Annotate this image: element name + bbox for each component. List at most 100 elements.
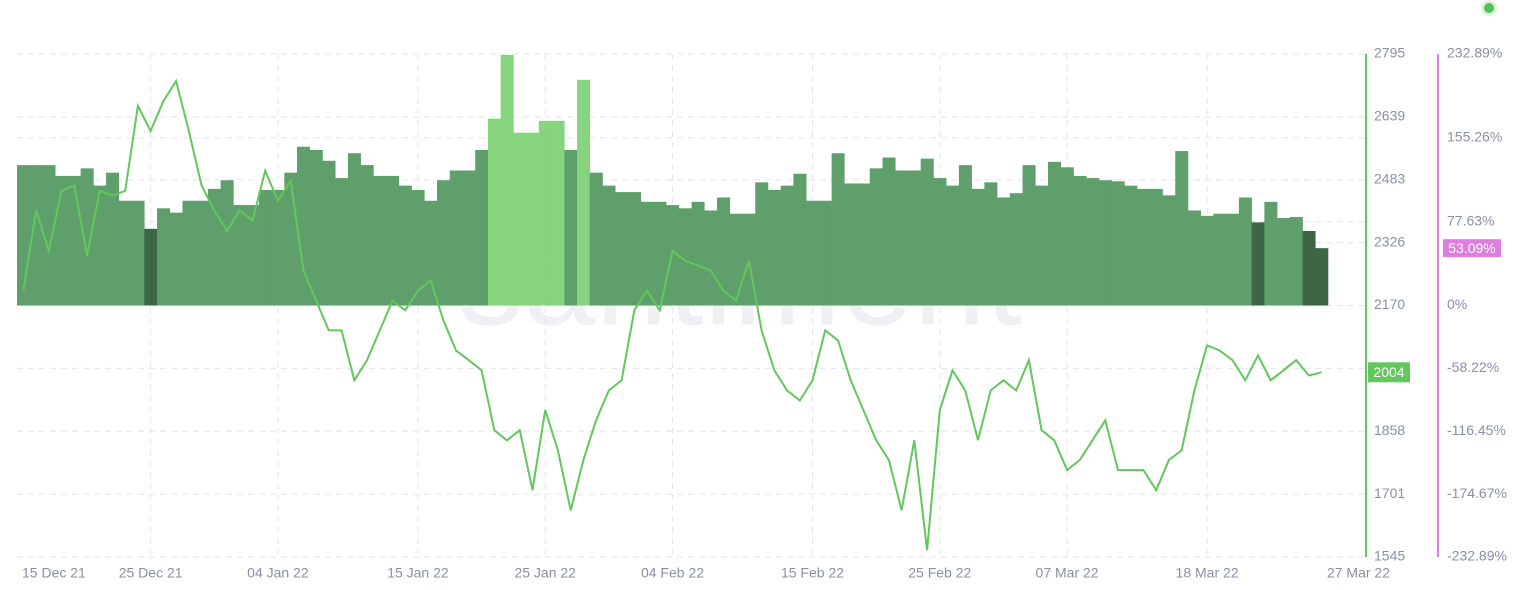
bar xyxy=(1009,193,1023,306)
bar xyxy=(755,182,769,306)
y-tick-label: 2639 xyxy=(1374,108,1405,124)
bar xyxy=(589,172,603,306)
y-tick-label: 1858 xyxy=(1374,422,1405,438)
bar xyxy=(831,153,845,306)
bar xyxy=(882,157,896,306)
bar xyxy=(538,120,552,306)
y-badge-label: 2004 xyxy=(1373,364,1404,380)
bar xyxy=(118,200,132,306)
bar xyxy=(602,185,616,306)
bar xyxy=(182,200,196,306)
x-tick-label: 15 Dec 21 xyxy=(22,565,86,581)
x-tick-label: 25 Dec 21 xyxy=(119,565,183,581)
bar xyxy=(895,170,909,306)
bar xyxy=(818,200,832,306)
bar xyxy=(666,205,680,306)
bar xyxy=(615,192,629,306)
bar xyxy=(627,192,641,306)
y2-badge xyxy=(1443,239,1501,258)
bar xyxy=(717,197,731,306)
bar xyxy=(322,160,336,306)
bar xyxy=(526,132,540,306)
bar xyxy=(1124,185,1138,306)
bar xyxy=(246,205,260,306)
bar xyxy=(1289,216,1303,306)
bar xyxy=(1315,248,1329,306)
bar xyxy=(780,185,794,306)
bar xyxy=(869,168,883,306)
bar xyxy=(958,165,972,306)
bar xyxy=(678,208,692,306)
bar xyxy=(437,180,451,306)
bar xyxy=(297,146,311,306)
bar xyxy=(1111,181,1125,306)
bar xyxy=(157,208,171,306)
x-tick-label: 07 Mar 22 xyxy=(1036,565,1099,581)
y2-tick-label: -116.45% xyxy=(1447,422,1506,438)
bar xyxy=(691,201,705,306)
y-badge xyxy=(1368,362,1410,383)
bar xyxy=(42,165,56,306)
bar xyxy=(806,200,820,306)
bar xyxy=(424,200,438,306)
y-tick-label: 2795 xyxy=(1374,45,1405,61)
bar xyxy=(335,178,349,306)
y-tick-label: 1701 xyxy=(1374,485,1405,501)
bar xyxy=(475,149,489,306)
status-dot xyxy=(1484,3,1494,13)
x-tick-label: 25 Jan 22 xyxy=(514,565,576,581)
bar xyxy=(1073,175,1087,306)
x-tick-label: 15 Jan 22 xyxy=(387,565,449,581)
bar xyxy=(857,183,871,306)
y2-badge-label: 53.09% xyxy=(1448,240,1495,256)
bar xyxy=(1238,197,1252,306)
bar xyxy=(271,189,285,306)
bar xyxy=(347,153,361,306)
bar xyxy=(144,228,158,306)
bar xyxy=(500,54,514,306)
bar xyxy=(997,197,1011,306)
bar xyxy=(1213,213,1227,306)
bar xyxy=(309,149,323,306)
x-tick-label: 04 Jan 22 xyxy=(247,565,309,581)
y2-tick-label: 155.26% xyxy=(1447,129,1502,145)
y-tick-label: 2170 xyxy=(1374,296,1405,312)
price-line xyxy=(22,78,1322,551)
bar xyxy=(907,170,921,306)
bar xyxy=(207,188,221,306)
bar xyxy=(704,210,718,306)
bar xyxy=(1162,195,1176,306)
bar xyxy=(1251,222,1265,306)
bar xyxy=(106,172,120,306)
x-tick-label: 15 Feb 22 xyxy=(781,565,844,581)
bar xyxy=(1098,180,1112,306)
bar xyxy=(169,212,183,306)
bar xyxy=(131,200,145,306)
bar xyxy=(93,185,107,306)
bar xyxy=(487,118,501,306)
bar xyxy=(1060,167,1074,306)
bar xyxy=(1035,185,1049,306)
bar xyxy=(1277,218,1291,306)
bar xyxy=(946,185,960,306)
bar xyxy=(564,149,578,306)
y2-tick-label: 77.63% xyxy=(1447,212,1494,228)
bar xyxy=(844,183,858,306)
bar xyxy=(1149,188,1163,306)
x-tick-label: 25 Feb 22 xyxy=(908,565,971,581)
bar xyxy=(920,158,934,306)
bar xyxy=(793,173,807,306)
bar xyxy=(551,120,565,306)
bar xyxy=(67,175,81,306)
bar xyxy=(220,180,234,306)
bar xyxy=(29,165,43,306)
bar xyxy=(80,168,94,306)
bar xyxy=(55,175,69,306)
bar xyxy=(462,170,476,306)
y2-tick-label: -174.67% xyxy=(1447,485,1507,501)
bar xyxy=(195,200,209,306)
bar xyxy=(1086,178,1100,306)
bar xyxy=(971,188,985,306)
x-tick-label: 27 Mar 22 xyxy=(1327,565,1390,581)
x-tick-label: 18 Mar 22 xyxy=(1176,565,1239,581)
